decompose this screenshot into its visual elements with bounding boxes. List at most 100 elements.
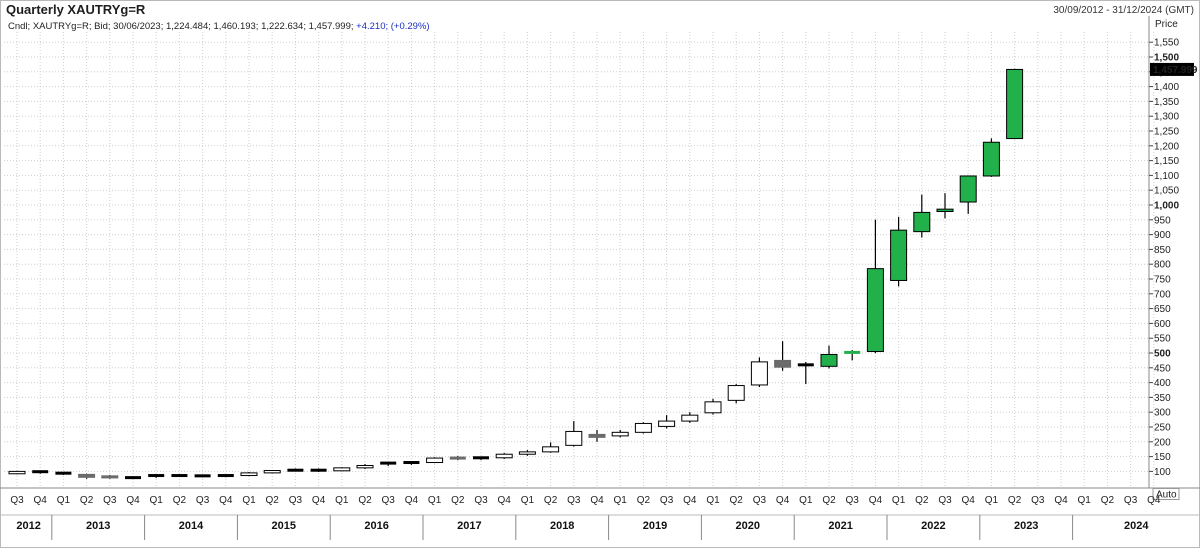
x-tick-label: Q4 (312, 495, 326, 506)
candle-body (495, 453, 513, 459)
x-tick-label: Q4 (1147, 495, 1161, 506)
y-tick-label: 450 (1154, 363, 1171, 374)
x-year-label: 2021 (828, 520, 852, 532)
candle-body (287, 468, 304, 472)
x-tick-label: Q4 (1054, 495, 1068, 506)
candle-body (403, 461, 420, 465)
x-year-label: 2016 (364, 520, 388, 532)
candle-body (844, 350, 861, 354)
candle-body (542, 446, 560, 453)
candle-body (890, 229, 908, 281)
auto-scale-label: Auto (1156, 490, 1177, 501)
y-axis-title: Price (1155, 19, 1178, 30)
y-tick-label: 900 (1154, 230, 1171, 241)
candle-body (518, 451, 536, 455)
x-year-label: 2023 (1014, 520, 1038, 532)
candle-body (356, 464, 374, 469)
x-tick-label: Q3 (938, 495, 952, 506)
y-tick-label: 1,400 (1154, 82, 1179, 93)
x-tick-label: Q1 (521, 495, 535, 506)
candle-info-line: Cndl; XAUTRYg=R; Bid; 30/06/2023; 1,224.… (8, 21, 430, 32)
x-tick-label: Q2 (358, 495, 372, 506)
candle-body (750, 361, 768, 386)
x-tick-label: Q2 (1008, 495, 1022, 506)
candle-body (473, 456, 489, 460)
y-tick-label: 950 (1154, 215, 1171, 226)
y-tick-label: 650 (1154, 304, 1171, 315)
x-tick-label: Q3 (474, 495, 488, 506)
x-tick-label: Q1 (1078, 495, 1092, 506)
candle-body (588, 433, 606, 438)
x-tick-label: Q2 (730, 495, 744, 506)
x-tick-label: Q1 (706, 495, 720, 506)
candle-body (194, 474, 211, 478)
x-tick-label: Q3 (1031, 495, 1045, 506)
candle-body (333, 467, 351, 472)
y-tick-label: 800 (1154, 260, 1171, 271)
x-tick-label: Q2 (80, 495, 94, 506)
candle-body (634, 422, 652, 433)
x-tick-label: Q3 (753, 495, 767, 506)
y-tick-label: 1,200 (1154, 141, 1179, 152)
y-tick-label: 150 (1154, 452, 1171, 463)
candle-body (449, 456, 466, 460)
y-tick-label: 1,000 (1154, 201, 1179, 212)
candle-body (217, 474, 234, 478)
y-tick-label: 1,100 (1154, 171, 1179, 182)
y-tick-label: 300 (1154, 408, 1171, 419)
x-tick-label: Q3 (846, 495, 860, 506)
candle-info-values: Cndl; XAUTRYg=R; Bid; 30/06/2023; 1,224.… (8, 21, 354, 32)
candle-body (125, 476, 141, 480)
x-tick-label: Q3 (10, 495, 24, 506)
x-tick-label: Q3 (103, 495, 117, 506)
x-tick-label: Q1 (150, 495, 164, 506)
candle-body (866, 268, 884, 353)
candle-body (936, 208, 954, 213)
candle-body (240, 472, 258, 477)
y-tick-label: 100 (1154, 467, 1171, 478)
x-year-label: 2024 (1124, 520, 1149, 532)
x-tick-label: Q4 (405, 495, 419, 506)
candle-body (913, 211, 931, 233)
candle-body (727, 385, 745, 401)
candle-body (797, 363, 814, 367)
y-tick-label: 1,150 (1154, 156, 1179, 167)
x-tick-label: Q3 (567, 495, 581, 506)
auto-scale-box (1152, 488, 1180, 500)
candle-body (148, 474, 165, 478)
x-year-label: 2019 (643, 520, 667, 532)
x-tick-label: Q1 (335, 495, 349, 506)
x-tick-label: Q2 (637, 495, 651, 506)
candle-body (681, 414, 699, 422)
x-tick-label: Q4 (219, 495, 233, 506)
x-tick-label: Q2 (544, 495, 558, 506)
x-tick-label: Q2 (1101, 495, 1115, 506)
x-tick-label: Q3 (660, 495, 674, 506)
x-year-label: 2020 (736, 520, 760, 532)
x-tick-label: Q4 (590, 495, 604, 506)
candle-body (78, 473, 96, 478)
candle-body (704, 401, 722, 414)
candle-body (959, 175, 977, 203)
x-tick-label: Q4 (869, 495, 883, 506)
x-tick-label: Q2 (451, 495, 465, 506)
candle-body (380, 461, 397, 465)
candle-body (32, 470, 49, 474)
x-tick-label: Q3 (289, 495, 303, 506)
y-tick-label: 600 (1154, 319, 1171, 330)
x-year-label: 2015 (272, 520, 296, 532)
x-tick-label: Q4 (498, 495, 512, 506)
y-tick-label: 1,500 (1154, 53, 1179, 64)
x-tick-label: Q4 (776, 495, 790, 506)
x-tick-label: Q4 (126, 495, 140, 506)
chart-title: Quarterly XAUTRYg=R (6, 2, 146, 17)
x-tick-label: Q1 (428, 495, 442, 506)
last-price-label: 1,457.999 (1153, 65, 1198, 76)
x-tick-label: Q3 (1124, 495, 1138, 506)
x-year-label: 2022 (921, 520, 945, 532)
candle-body (426, 457, 444, 464)
x-tick-label: Q1 (892, 495, 906, 506)
candle-body (982, 141, 1000, 177)
candle-body (171, 474, 188, 478)
x-year-label: 2013 (86, 520, 110, 532)
